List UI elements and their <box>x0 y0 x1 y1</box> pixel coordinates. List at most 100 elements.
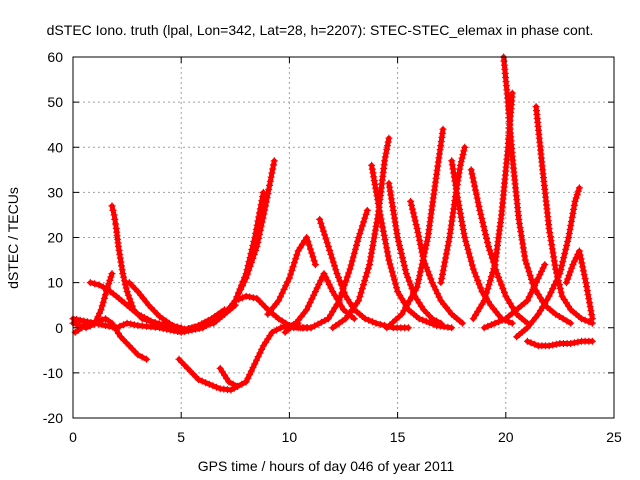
data-point <box>459 151 467 158</box>
data-point <box>472 186 479 194</box>
data-point <box>552 277 560 285</box>
series-arc-18 <box>385 179 445 327</box>
data-point <box>304 237 312 245</box>
data-point <box>246 371 254 379</box>
data-point <box>122 284 130 292</box>
data-point <box>234 382 241 390</box>
data-point <box>552 340 560 348</box>
data-point <box>259 214 267 222</box>
series-arc-12 <box>264 234 319 318</box>
data-point <box>408 201 415 209</box>
data-point <box>527 339 535 347</box>
data-point <box>578 315 585 323</box>
data-point <box>258 345 266 353</box>
data-point <box>541 299 549 307</box>
data-point <box>439 266 447 274</box>
data-point <box>416 268 424 276</box>
data-point <box>523 297 531 305</box>
data-point <box>389 272 397 280</box>
data-point <box>570 201 578 209</box>
series-arc-07 <box>175 355 241 394</box>
data-point <box>255 234 263 242</box>
data-point <box>121 277 128 285</box>
data-point <box>99 283 107 291</box>
series-arc-16 <box>368 161 456 332</box>
data-point <box>491 319 499 327</box>
data-point <box>504 296 512 304</box>
data-point <box>559 258 567 266</box>
data-point <box>565 230 573 237</box>
data-point <box>239 282 246 290</box>
data-point <box>116 322 124 330</box>
data-point <box>410 213 418 221</box>
data-point <box>358 222 366 230</box>
data-point <box>424 267 432 275</box>
data-point <box>467 257 475 265</box>
data-point <box>413 283 421 291</box>
data-point <box>428 315 436 323</box>
data-point <box>317 277 325 285</box>
data-point <box>272 326 280 334</box>
data-point <box>202 320 210 328</box>
data-point <box>421 245 429 253</box>
data-point <box>268 169 276 177</box>
data-point <box>262 198 270 206</box>
data-point <box>551 261 559 269</box>
data-point <box>311 261 319 269</box>
data-point <box>385 179 393 187</box>
data-point <box>311 288 319 296</box>
data-point <box>382 149 390 157</box>
data-point <box>459 226 467 233</box>
data-point <box>461 143 469 151</box>
data-point <box>247 367 255 375</box>
data-point <box>362 210 370 218</box>
data-point <box>388 268 396 276</box>
data-point <box>304 302 312 310</box>
data-point <box>326 246 334 254</box>
data-point <box>460 147 468 155</box>
data-point <box>448 324 456 332</box>
data-point <box>579 267 587 275</box>
data-point <box>469 174 477 182</box>
data-point <box>134 310 142 318</box>
data-point <box>327 284 335 292</box>
data-point <box>584 291 592 299</box>
data-point <box>253 356 260 364</box>
data-point <box>560 254 568 262</box>
data-point <box>531 282 539 290</box>
data-point <box>439 270 446 278</box>
data-point <box>282 319 290 327</box>
data-point <box>305 241 313 249</box>
data-point <box>108 270 116 278</box>
data-point <box>127 320 135 328</box>
data-point <box>361 277 369 285</box>
series-arc-29 <box>480 261 549 332</box>
data-point <box>278 289 286 297</box>
data-point <box>217 313 225 320</box>
series-arc-17 <box>329 134 393 332</box>
data-point <box>394 288 402 296</box>
data-point <box>120 321 127 329</box>
data-point <box>383 248 391 256</box>
data-point <box>551 281 558 289</box>
data-point <box>416 240 424 248</box>
data-point <box>322 235 330 243</box>
y-tick-label: 50 <box>47 94 63 110</box>
data-point <box>402 270 410 278</box>
data-point <box>462 237 470 245</box>
data-point <box>123 288 131 296</box>
data-point <box>585 295 593 303</box>
data-point <box>531 340 539 348</box>
data-point <box>483 289 491 297</box>
data-point <box>545 292 553 300</box>
chart-title: dSTEC Iono. truth (lpal, Lon=342, Lat=28… <box>47 22 594 38</box>
data-point <box>310 291 318 299</box>
data-point <box>484 239 491 246</box>
data-point <box>416 236 423 244</box>
data-point <box>564 238 572 245</box>
data-point <box>126 295 134 303</box>
data-point <box>269 165 277 173</box>
series-arc-02 <box>71 315 151 363</box>
data-point <box>127 299 135 306</box>
data-point <box>439 125 447 133</box>
